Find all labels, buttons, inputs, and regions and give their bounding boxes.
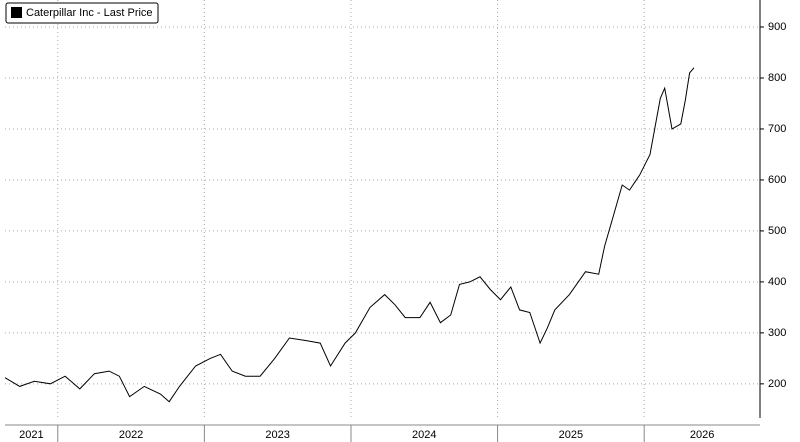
y-tick-label: 700 [768,123,786,135]
x-tick-label: 2025 [559,429,583,441]
x-tick-label: 2021 [19,429,43,441]
y-tick-label: 400 [768,276,786,288]
price-line [4,67,695,403]
y-tick-label: 200 [768,378,786,390]
legend-label: Caterpillar Inc - Last Price [26,7,153,19]
x-tick-label: 2022 [119,429,143,441]
y-tick-label: 600 [768,174,786,186]
x-tick-label: 2023 [265,429,289,441]
x-tick-label: 2026 [690,429,714,441]
legend-swatch [11,7,22,18]
legend-box [5,2,159,24]
y-tick-label: 500 [768,225,786,237]
x-tick-label: 2024 [412,429,436,441]
y-tick-label: 300 [768,327,786,339]
y-tick-label: 800 [768,72,786,84]
y-tick-label: 900 [768,21,786,33]
